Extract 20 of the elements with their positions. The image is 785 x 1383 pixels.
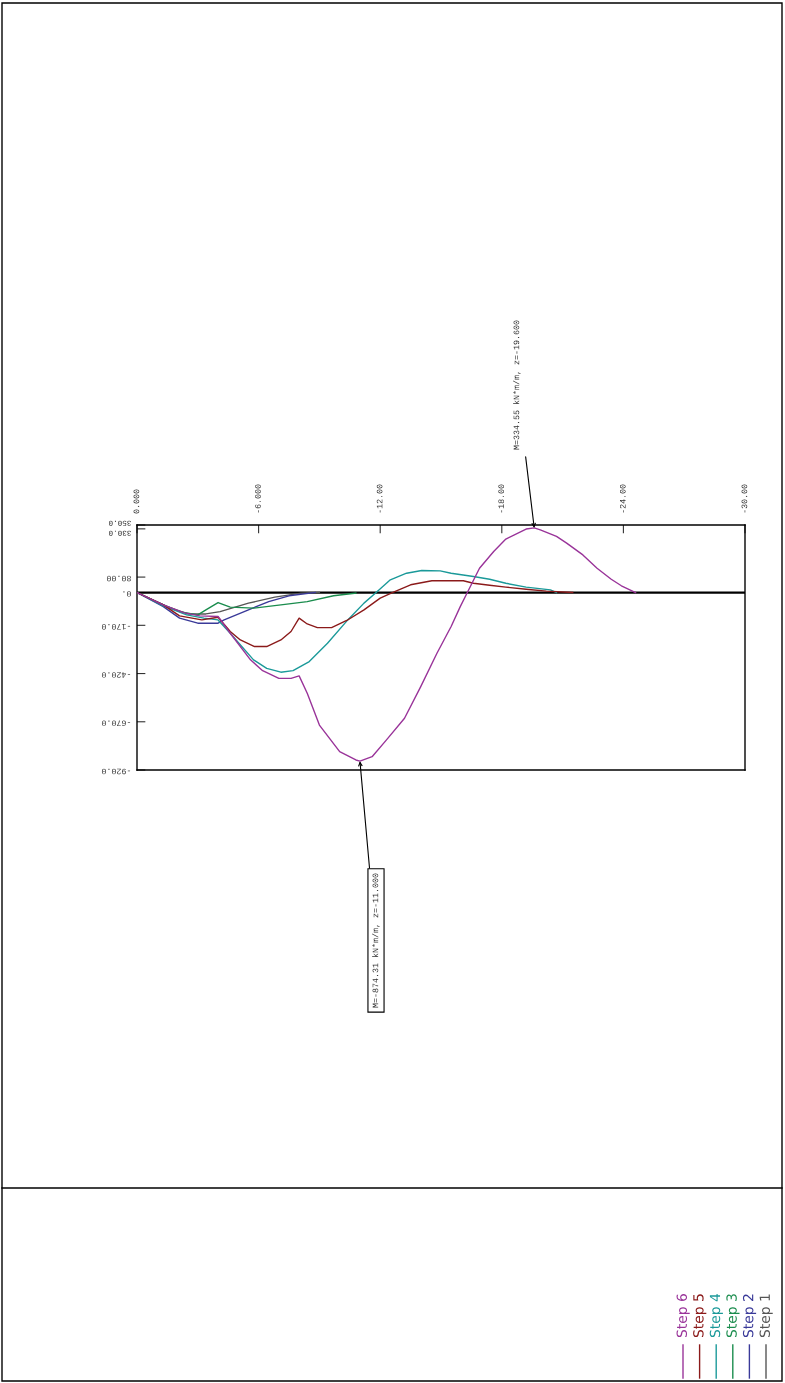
x-tick-label: -18.00	[498, 484, 505, 513]
text: Step 1	[759, 1294, 773, 1338]
y-tick-label: -920.0	[101, 768, 131, 775]
y-tick-label: -420.0	[101, 672, 131, 678]
y-tick-label: 80.00	[106, 575, 131, 582]
annotation: M=334.55 kN*m/m, z=-19.600	[513, 320, 521, 450]
text: Step 3	[726, 1294, 740, 1338]
x-tick-label: -12.00	[376, 484, 383, 513]
text: Step 5	[693, 1294, 707, 1338]
y-tick-label: -670.0	[101, 720, 131, 727]
x-tick-label: -30.00	[741, 484, 748, 513]
text: Step 4	[709, 1293, 723, 1338]
x-tick-label: 0.000	[133, 489, 140, 514]
text: Step 6	[676, 1294, 690, 1338]
x-tick-label: -6.000	[255, 484, 261, 513]
text: Step 2	[742, 1294, 757, 1338]
x-tick-label: -24.00	[619, 484, 626, 513]
annotation: M=-874.31 kN*m/m, z=-11.000	[372, 873, 380, 1008]
y-tick-label: 0.	[123, 591, 131, 597]
y-tick-label: -170.0	[101, 623, 131, 630]
